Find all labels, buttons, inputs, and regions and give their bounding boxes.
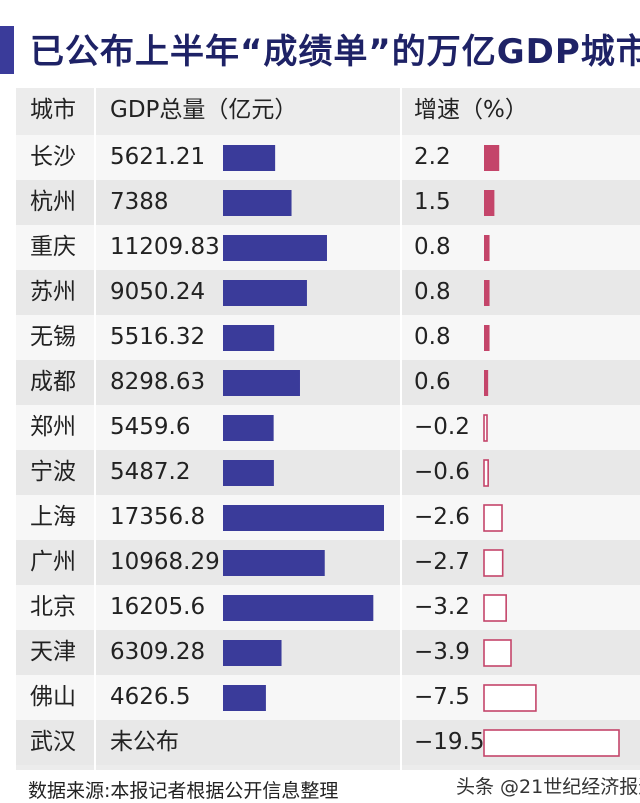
gdp-value: 4626.5 xyxy=(110,684,191,710)
city-name: 上海 xyxy=(30,504,76,530)
growth-value: −2.6 xyxy=(414,504,470,530)
column-divider xyxy=(94,88,96,770)
gdp-value: 9050.24 xyxy=(110,279,206,305)
gdp-bar xyxy=(223,505,384,531)
gdp-bar xyxy=(223,190,292,216)
city-name: 长沙 xyxy=(30,144,76,170)
growth-bar xyxy=(483,639,512,667)
growth-value: 0.8 xyxy=(414,324,451,350)
growth-value: −3.2 xyxy=(414,594,470,620)
gdp-bar xyxy=(223,685,266,711)
header-gdp: GDP总量（亿元） xyxy=(110,97,298,123)
city-name: 佛山 xyxy=(30,684,76,710)
header-city: 城市 xyxy=(30,97,76,123)
growth-value: 0.8 xyxy=(414,234,451,260)
gdp-bar xyxy=(223,325,275,351)
title-accent-bar xyxy=(0,26,14,74)
growth-value: 0.6 xyxy=(414,369,451,395)
gdp-value: 5516.32 xyxy=(110,324,206,350)
table-row: 成都 8298.63 0.6 xyxy=(16,360,640,405)
gdp-bar xyxy=(223,595,374,621)
table-header-row: 城市 GDP总量（亿元） 增速（%） xyxy=(16,88,640,133)
city-name: 郑州 xyxy=(30,414,76,440)
header-growth: 增速（%） xyxy=(414,97,528,123)
table-row: 苏州 9050.24 0.8 xyxy=(16,270,640,315)
growth-bar xyxy=(483,504,503,532)
gdp-value: 10968.29 xyxy=(110,549,220,575)
table-row: 重庆 11209.83 0.8 xyxy=(16,225,640,270)
growth-bar xyxy=(484,325,490,351)
table-row: 郑州 5459.6 −0.2 xyxy=(16,405,640,450)
table-row: 杭州 7388 1.5 xyxy=(16,180,640,225)
table-row: 北京 16205.6 −3.2 xyxy=(16,585,640,630)
growth-bar xyxy=(483,549,504,577)
city-name: 无锡 xyxy=(30,324,76,350)
gdp-bar xyxy=(223,550,325,576)
table-row: 天津 6309.28 −3.9 xyxy=(16,630,640,675)
chart-title: 已公布上半年“成绩单”的万亿GDP城市 xyxy=(30,32,640,72)
growth-value: −0.2 xyxy=(414,414,470,440)
gdp-value: 6309.28 xyxy=(110,639,206,665)
gdp-bar xyxy=(223,235,327,261)
gdp-value: 5459.6 xyxy=(110,414,191,440)
table-row: 长沙 5621.21 2.2 xyxy=(16,135,640,180)
growth-bar xyxy=(483,684,537,712)
city-name: 北京 xyxy=(30,594,76,620)
growth-value: −3.9 xyxy=(414,639,470,665)
city-name: 宁波 xyxy=(30,459,76,485)
gdp-value: 5487.2 xyxy=(110,459,191,485)
growth-value: −7.5 xyxy=(414,684,470,710)
city-name: 杭州 xyxy=(30,189,76,215)
gdp-bar xyxy=(223,640,282,666)
city-name: 广州 xyxy=(30,549,76,575)
growth-value: 2.2 xyxy=(414,144,451,170)
growth-bar xyxy=(483,459,489,487)
growth-value: −2.7 xyxy=(414,549,470,575)
growth-bar xyxy=(483,594,507,622)
table-row: 广州 10968.29 −2.7 xyxy=(16,540,640,585)
table-row: 无锡 5516.32 0.8 xyxy=(16,315,640,360)
title-bar: 已公布上半年“成绩单”的万亿GDP城市 xyxy=(0,0,640,92)
gdp-bar xyxy=(223,460,274,486)
growth-value: 0.8 xyxy=(414,279,451,305)
growth-value: −19.5 xyxy=(414,729,485,755)
data-source: 数据来源:本报记者根据公开信息整理 xyxy=(28,780,339,802)
gdp-table: 城市 GDP总量（亿元） 增速（%） 长沙 5621.21 2.2 杭州 7388 1.5… xyxy=(16,88,640,770)
gdp-value: 未公布 xyxy=(110,729,179,755)
city-name: 天津 xyxy=(30,639,76,665)
growth-bar xyxy=(483,414,488,442)
gdp-value: 7388 xyxy=(110,189,169,215)
city-name: 苏州 xyxy=(30,279,76,305)
city-name: 成都 xyxy=(30,369,76,395)
growth-bar xyxy=(484,370,489,396)
gdp-value: 8298.63 xyxy=(110,369,206,395)
table-row: 宁波 5487.2 −0.6 xyxy=(16,450,640,495)
growth-value: −0.6 xyxy=(414,459,470,485)
gdp-value: 16205.6 xyxy=(110,594,206,620)
gdp-bar xyxy=(223,415,274,441)
growth-bar xyxy=(484,280,490,306)
gdp-value: 11209.83 xyxy=(110,234,220,260)
column-divider xyxy=(400,88,402,770)
growth-bar xyxy=(484,235,490,261)
gdp-value: 5621.21 xyxy=(110,144,206,170)
gdp-bar xyxy=(223,370,300,396)
publisher-watermark: 头条 @21世纪经济报道 xyxy=(456,776,640,798)
city-name: 武汉 xyxy=(30,729,76,755)
growth-bar xyxy=(484,190,495,216)
bar-marks xyxy=(223,145,620,757)
growth-bar xyxy=(483,729,620,757)
city-name: 重庆 xyxy=(30,234,76,260)
gdp-value: 17356.8 xyxy=(110,504,206,530)
gdp-bar xyxy=(223,145,276,171)
growth-value: 1.5 xyxy=(414,189,451,215)
gdp-bar xyxy=(223,280,307,306)
growth-bar xyxy=(484,145,500,171)
